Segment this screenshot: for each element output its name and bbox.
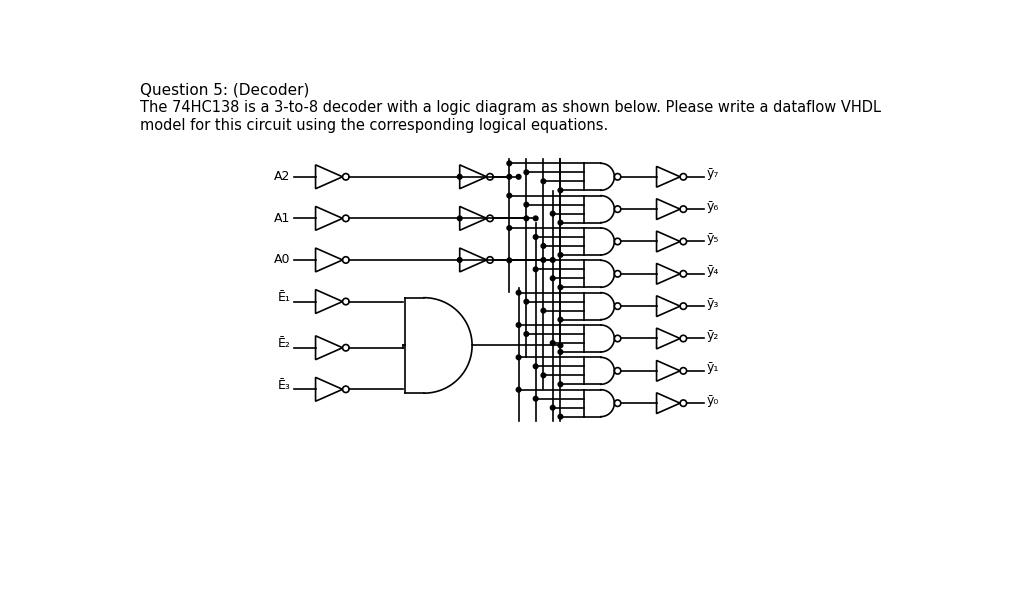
Circle shape <box>541 243 546 248</box>
Text: model for this circuit using the corresponding logical equations.: model for this circuit using the corresp… <box>139 118 608 134</box>
Text: ȳ₆: ȳ₆ <box>707 200 719 212</box>
Circle shape <box>534 216 538 221</box>
Text: Ē₃: Ē₃ <box>278 379 291 392</box>
Text: Ē₂: Ē₂ <box>278 337 291 350</box>
Circle shape <box>550 405 555 410</box>
Text: ȳ₁: ȳ₁ <box>707 361 719 375</box>
Text: Ē₁: Ē₁ <box>278 291 291 304</box>
Circle shape <box>507 174 512 179</box>
Circle shape <box>558 285 563 290</box>
Circle shape <box>524 299 528 304</box>
Circle shape <box>550 276 555 280</box>
Circle shape <box>458 216 462 221</box>
Circle shape <box>507 226 512 230</box>
Circle shape <box>558 220 563 225</box>
Circle shape <box>516 174 521 179</box>
Circle shape <box>550 257 555 262</box>
Circle shape <box>534 267 538 271</box>
Circle shape <box>524 202 528 207</box>
Circle shape <box>534 235 538 239</box>
Circle shape <box>558 415 563 419</box>
Circle shape <box>507 258 512 263</box>
Circle shape <box>558 382 563 387</box>
Circle shape <box>541 179 546 183</box>
Text: ȳ₄: ȳ₄ <box>707 264 719 277</box>
Circle shape <box>458 174 462 179</box>
Text: ȳ₀: ȳ₀ <box>707 393 719 407</box>
Circle shape <box>516 387 521 392</box>
Text: ȳ₃: ȳ₃ <box>707 297 719 310</box>
Circle shape <box>524 170 528 175</box>
Circle shape <box>558 350 563 354</box>
Circle shape <box>558 188 563 192</box>
Circle shape <box>507 194 512 198</box>
Circle shape <box>516 290 521 295</box>
Circle shape <box>550 341 555 345</box>
Circle shape <box>534 364 538 368</box>
Circle shape <box>524 331 528 336</box>
Circle shape <box>558 317 563 322</box>
Text: A0: A0 <box>274 254 291 266</box>
Circle shape <box>541 308 546 313</box>
Text: A1: A1 <box>274 212 291 225</box>
Text: Question 5: (Decoder): Question 5: (Decoder) <box>139 82 309 97</box>
Circle shape <box>558 343 563 348</box>
Text: ȳ₅: ȳ₅ <box>707 232 719 245</box>
Circle shape <box>550 211 555 216</box>
Circle shape <box>458 257 462 262</box>
Text: ȳ₂: ȳ₂ <box>707 329 719 342</box>
Circle shape <box>516 323 521 327</box>
Circle shape <box>516 355 521 360</box>
Circle shape <box>507 161 512 166</box>
Circle shape <box>524 216 528 221</box>
Circle shape <box>541 257 546 262</box>
Text: The 74HC138 is a 3-to-8 decoder with a logic diagram as shown below. Please writ: The 74HC138 is a 3-to-8 decoder with a l… <box>139 100 881 115</box>
Circle shape <box>558 253 563 257</box>
Circle shape <box>534 396 538 401</box>
Circle shape <box>541 373 546 378</box>
Text: ȳ₇: ȳ₇ <box>707 167 719 180</box>
Text: A2: A2 <box>274 171 291 183</box>
